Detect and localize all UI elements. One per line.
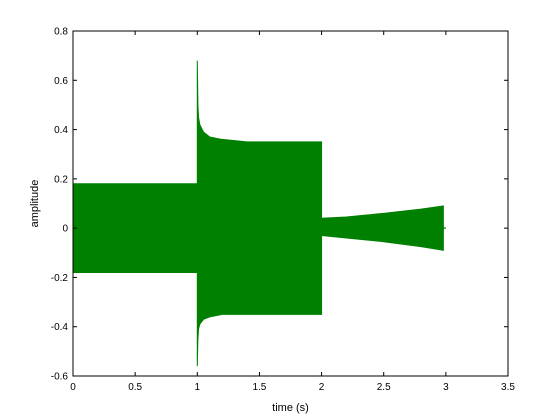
x-axis-label: time (s) — [272, 402, 309, 414]
y-tick-label: -0.6 — [51, 372, 69, 383]
y-tick-label: 0.4 — [54, 125, 68, 136]
x-tick-label: 1 — [195, 382, 201, 393]
data-layer — [72, 60, 446, 367]
y-tick-label: 0.6 — [54, 76, 68, 87]
x-tick-label: 3 — [443, 382, 449, 393]
y-tick-label: 0 — [62, 224, 68, 235]
x-tick-label: 1.5 — [252, 382, 266, 393]
x-tick-label: 0 — [70, 382, 76, 393]
plot-frame — [72, 30, 509, 377]
x-tick-label: 3.5 — [501, 382, 515, 393]
y-axis-label: amplitude — [29, 180, 41, 228]
y-tick-label: 0.2 — [54, 174, 68, 185]
y-tick-label: 0.8 — [54, 27, 68, 38]
x-tick-label: 0.5 — [128, 382, 142, 393]
x-tick-label: 2.5 — [377, 382, 391, 393]
y-tick-label: -0.4 — [51, 322, 69, 333]
ticks-layer: 0 0.5 1 1.5 2 2.5 3 3.5 -0.6 -0.4 -0.2 0 0.2 0.4 0.6 0.… — [51, 27, 516, 394]
x-tick-label: 2 — [319, 382, 325, 393]
y-tick-label: -0.2 — [51, 273, 69, 284]
